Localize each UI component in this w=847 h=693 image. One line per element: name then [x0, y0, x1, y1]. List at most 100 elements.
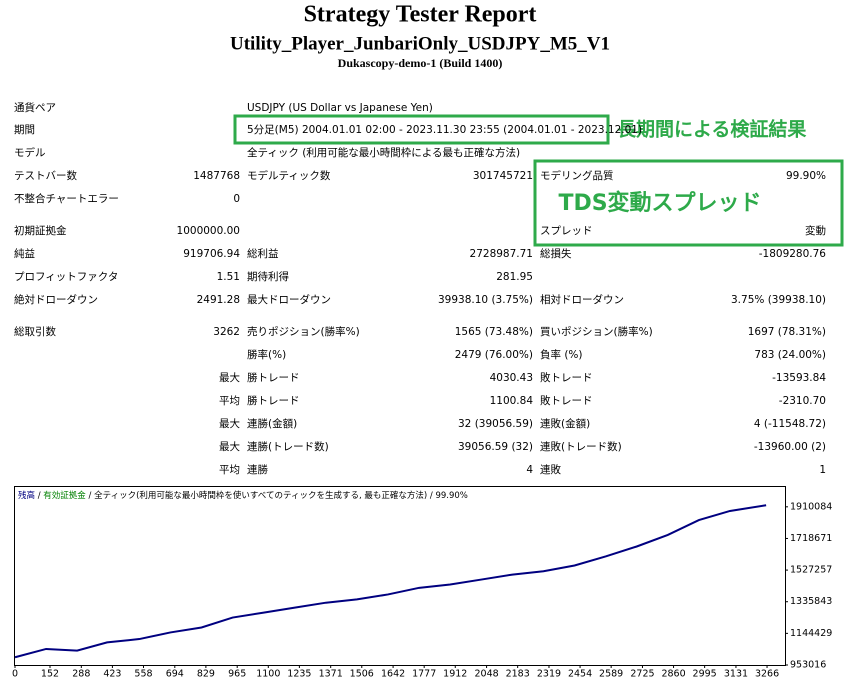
cell-value: 919706.94: [183, 248, 240, 260]
cell-label: プロフィットファクタ: [14, 271, 118, 283]
cell-label: USDJPY (US Dollar vs Japanese Yen): [247, 102, 433, 114]
legend-entry: 残高: [18, 490, 35, 501]
cell-label: 総損失: [540, 247, 572, 260]
cell-label: 通貨ペア: [14, 101, 56, 114]
cell-label: 連勝(金額): [247, 417, 297, 430]
cell-value: 最大: [219, 371, 240, 384]
x-tick-label: 2183: [506, 669, 530, 680]
cell-label: 5分足(M5) 2004.01.01 02:00 - 2023.11.30 23…: [247, 124, 642, 136]
spread-highlight: [533, 159, 844, 247]
cell-value: 1100.84: [490, 395, 534, 407]
cell-label: テストバー数: [14, 169, 77, 182]
cell-label: 純益: [14, 247, 35, 260]
y-tick-label: 1718671: [790, 533, 832, 544]
x-tick-label: 423: [103, 669, 121, 680]
cell-value: 1.51: [217, 271, 240, 283]
equity-line: [14, 504, 767, 659]
cell-value: 3262: [213, 326, 240, 338]
cell-value: 4 (-11548.72): [754, 418, 826, 430]
cell-label: スプレッド: [540, 225, 593, 237]
server: Dukascopy-demo-1 (Build 1400): [338, 56, 503, 70]
cell-value: 最大: [219, 417, 240, 430]
cell-label: 連勝: [247, 463, 268, 476]
cell-label: 初期証拠金: [14, 224, 67, 237]
x-tick-label: 1912: [443, 669, 467, 680]
cell-value: 平均: [219, 464, 240, 476]
x-tick-label: 2319: [537, 669, 561, 680]
cell-value: 281.95: [496, 271, 533, 283]
cell-value: 4: [526, 464, 533, 476]
y-tick-label: 953016: [790, 660, 826, 671]
x-tick-label: 2454: [568, 669, 592, 680]
y-tick-label: 1910084: [790, 501, 832, 512]
x-tick-label: 694: [166, 669, 184, 680]
cell-label: 勝トレード: [247, 394, 300, 407]
cell-label: 連敗(トレード数): [540, 440, 622, 453]
cell-label: 買いポジション(勝率%): [540, 325, 653, 338]
cell-value: 1697 (78.31%): [748, 326, 826, 338]
cell-label: 総取引数: [14, 325, 56, 338]
cell-value: 39056.59 (32): [458, 441, 533, 453]
cell-label: 期待利得: [247, 270, 289, 283]
cell-value: -1809280.76: [759, 248, 827, 260]
x-tick-label: 2048: [474, 669, 498, 680]
cell-value: 2728987.71: [470, 248, 533, 260]
x-tick-label: 1642: [381, 669, 405, 680]
period-note: 長期間による検証結果: [617, 118, 806, 141]
legend-sep: /: [86, 491, 94, 501]
cell-label: 期間: [14, 124, 35, 136]
x-tick-label: 2995: [693, 669, 717, 680]
period-highlight: [233, 114, 610, 145]
cell-value: 301745721: [473, 170, 533, 182]
cell-value: 99.90%: [786, 170, 826, 182]
legend: 残高 / 有効証拠金 / 全ティック(利用可能な最小時間枠を使いすべてのティック…: [18, 490, 468, 501]
cell-value: 最大: [219, 440, 240, 453]
x-tick-label: 1777: [412, 669, 436, 680]
cell-label: 連勝(トレード数): [247, 440, 329, 453]
cell-label: 総利益: [247, 247, 279, 260]
cell-label: 売りポジション(勝率%): [247, 325, 360, 338]
cell-value: 4030.43: [490, 372, 533, 384]
cell-label: 全ティック (利用可能な最小時間枠による最も正確な方法): [247, 146, 520, 159]
x-tick-label: 3131: [724, 669, 748, 680]
cell-label: 負率 (%): [540, 348, 583, 361]
legend-entry: 全ティック(利用可能な最小時間枠を使いすべてのティックを生成する, 最も正確な方…: [94, 490, 427, 501]
cell-label: 連敗: [540, 463, 561, 476]
cell-value: 1565 (73.48%): [455, 326, 533, 338]
cell-value: 1000000.00: [177, 225, 240, 237]
y-tick-label: 1335843: [790, 596, 832, 607]
cell-label: 敗トレード: [540, 394, 593, 407]
x-tick-label: 558: [134, 669, 152, 680]
cell-label: モデリング品質: [540, 169, 614, 182]
x-tick-label: 2725: [630, 669, 654, 680]
cell-label: 最大ドローダウン: [247, 293, 331, 306]
legend-sep: /: [35, 491, 43, 501]
cell-value: 39938.10 (3.75%): [438, 294, 533, 306]
x-tick-label: 965: [228, 669, 246, 680]
cell-value: 平均: [219, 395, 240, 407]
x-tick-label: 0: [12, 669, 18, 680]
cell-value: 32 (39056.59): [458, 418, 533, 430]
legend-entry: 99.90%: [435, 491, 467, 501]
cell-value: 3.75% (39938.10): [731, 294, 826, 306]
x-tick-label: 1100: [256, 669, 280, 680]
cell-value: 783 (24.00%): [754, 349, 826, 361]
x-tick-label: 2589: [599, 669, 623, 680]
cell-value: 2491.28: [197, 294, 240, 306]
cell-value: 2479 (76.00%): [455, 349, 533, 361]
cell-label: 相対ドローダウン: [540, 293, 624, 306]
x-tick-label: 829: [197, 669, 215, 680]
cell-value: 0: [233, 193, 240, 205]
cell-value: -2310.70: [779, 395, 826, 407]
cell-value: -13960.00 (2): [754, 441, 826, 453]
cell-label: 敗トレード: [540, 371, 593, 384]
x-tick-label: 2860: [661, 669, 685, 680]
legend-entry: 有効証拠金: [43, 490, 86, 501]
cell-value: 1: [819, 464, 826, 476]
report-title: Strategy Tester Report: [304, 2, 537, 28]
x-tick-label: 3266: [755, 669, 779, 680]
chart-frame: [14, 486, 786, 666]
cell-label: 不整合チャートエラー: [14, 192, 119, 205]
